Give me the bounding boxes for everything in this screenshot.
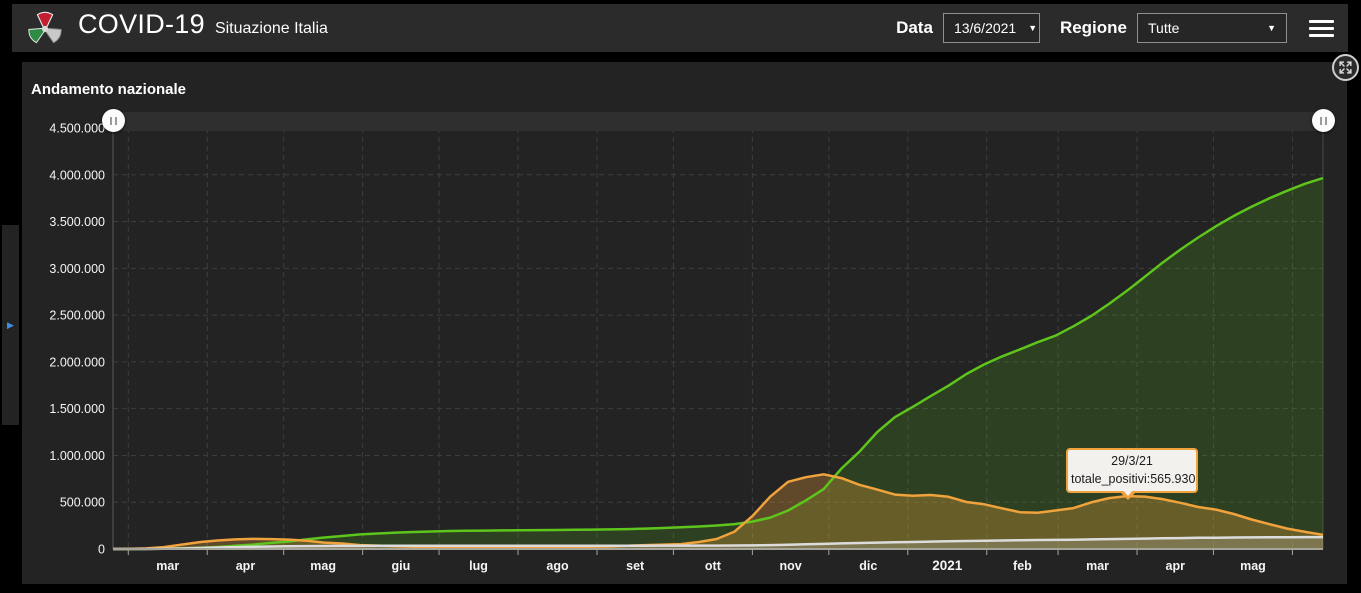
data-select-value: 13/6/2021 [953, 20, 1017, 36]
svg-text:apr: apr [236, 559, 256, 573]
drag-handle-icon [1320, 116, 1322, 125]
svg-text:4.000.000: 4.000.000 [49, 168, 105, 182]
tooltip-pointer-fill [1122, 489, 1134, 496]
gridlines [113, 127, 1323, 549]
chart-title: Andamento nazionale [31, 81, 187, 99]
svg-text:set: set [626, 559, 645, 573]
series-gray-line [113, 535, 1323, 551]
chart-tooltip: 29/3/21 totale_positivi:565.930 [1066, 448, 1198, 500]
header-controls: Data 13/6/2021 ▼ Regione Tutte ▼ [896, 13, 1334, 43]
app-title: COVID-19 [78, 9, 205, 39]
svg-text:mar: mar [156, 559, 179, 573]
hamburger-menu-icon[interactable] [1309, 19, 1334, 37]
svg-text:2021: 2021 [932, 558, 963, 573]
svg-text:mag: mag [310, 559, 336, 573]
svg-text:0: 0 [98, 543, 105, 557]
regione-label: Regione [1059, 18, 1127, 37]
chevron-right-icon: ▶ [7, 319, 14, 330]
brand: COVID-19 Situazione Italia [12, 9, 328, 47]
svg-text:apr: apr [1166, 559, 1186, 573]
svg-text:3.500.000: 3.500.000 [49, 215, 105, 229]
sidebar-expand-tab[interactable]: ▶ [2, 225, 19, 425]
x-axis-labels: mar apr mag giu lug ago set ott nov dic 2021 feb mar… [156, 558, 1265, 573]
svg-text:500.000: 500.000 [60, 496, 105, 510]
svg-text:ago: ago [546, 559, 569, 573]
y-axis-labels: 0 500.000 1.000.000 1.500.000 2.000.000 2.500… [49, 122, 105, 557]
series-green-line [113, 176, 1324, 551]
series-green-area [113, 178, 1323, 549]
totale_positivi-area [113, 474, 1323, 549]
svg-text:giu: giu [391, 559, 410, 573]
svg-text:1.000.000: 1.000.000 [49, 449, 105, 463]
time-range-slider-track[interactable] [113, 112, 1323, 131]
axes [113, 548, 1323, 555]
expand-button[interactable] [1332, 54, 1359, 81]
national-trend-chart[interactable]: 0 500.000 1.000.000 1.500.000 2.000.000 2.500… [22, 62, 1347, 584]
series-areas [113, 178, 1323, 549]
app-subtitle: Situazione Italia [214, 20, 328, 37]
expand-arrows-icon [1339, 61, 1352, 74]
drag-handle-icon [1325, 116, 1327, 125]
slider-handle-right[interactable] [1312, 109, 1335, 132]
regione-select-value: Tutte [1148, 20, 1180, 36]
svg-text:nov: nov [779, 559, 801, 573]
tooltip-date: 29/3/21 [1111, 454, 1153, 468]
data-label: Data [896, 18, 933, 37]
svg-text:4.500.000: 4.500.000 [49, 122, 105, 136]
slider-handle-left[interactable] [102, 109, 125, 132]
svg-text:feb: feb [1013, 559, 1032, 573]
svg-text:3.000.000: 3.000.000 [49, 262, 105, 276]
svg-text:dic: dic [859, 559, 877, 573]
svg-text:1.500.000: 1.500.000 [49, 402, 105, 416]
caret-down-icon: ▼ [1028, 23, 1038, 33]
svg-text:2.500.000: 2.500.000 [49, 309, 105, 323]
svg-text:lug: lug [469, 559, 488, 573]
drag-handle-icon [115, 116, 117, 125]
app-header: COVID-19 Situazione Italia Data 13/6/202… [12, 4, 1348, 52]
protezione-civile-logo-icon [28, 11, 62, 44]
svg-text:2.000.000: 2.000.000 [49, 355, 105, 369]
regione-select[interactable]: Tutte ▼ [1137, 13, 1287, 43]
svg-text:mag: mag [1240, 559, 1266, 573]
caret-down-icon: ▼ [1267, 23, 1276, 33]
data-select[interactable]: 13/6/2021 ▼ [942, 13, 1040, 43]
svg-text:ott: ott [705, 559, 722, 573]
tooltip-value: totale_positivi:565.930 [1071, 471, 1196, 486]
drag-handle-icon [110, 116, 112, 125]
chart-panel: Andamento nazionale 0 500.000 1.000.000 1.5… [22, 54, 1359, 584]
svg-text:mar: mar [1086, 559, 1109, 573]
